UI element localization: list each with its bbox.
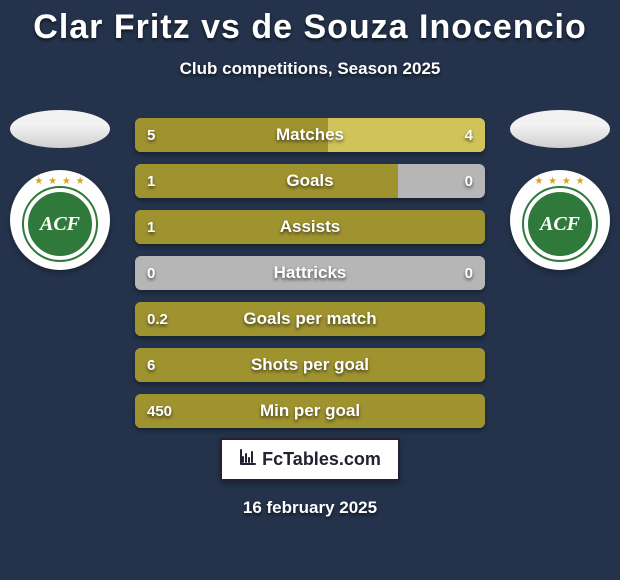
stat-label: Goals per match (135, 302, 485, 336)
page-title: Clar Fritz vs de Souza Inocencio (0, 0, 620, 47)
stat-row: 450Min per goal (135, 394, 485, 428)
page-subtitle: Club competitions, Season 2025 (0, 59, 620, 79)
brand-text: FcTables.com (262, 449, 381, 470)
club-crest-icon: ACF (524, 188, 596, 260)
stat-label: Assists (135, 210, 485, 244)
stat-row: 00Hattricks (135, 256, 485, 290)
stat-row: 0.2Goals per match (135, 302, 485, 336)
stats-rows: 54Matches 10Goals 1Assists 00Hattricks 0.2Go… (135, 118, 485, 440)
stat-label: Min per goal (135, 394, 485, 428)
player-left-club-badge: ★ ★ ★ ★ ACF (10, 170, 110, 270)
player-left-avatar-placeholder (10, 110, 110, 148)
stat-row: 1Assists (135, 210, 485, 244)
player-right-club-badge: ★ ★ ★ ★ ACF (510, 170, 610, 270)
stat-label: Shots per goal (135, 348, 485, 382)
stat-row: 54Matches (135, 118, 485, 152)
club-initials-right: ACF (540, 213, 580, 236)
footer-date: 16 february 2025 (0, 498, 620, 518)
player-right-avatar-placeholder (510, 110, 610, 148)
club-initials-left: ACF (40, 213, 80, 236)
star-icon: ★ ★ ★ ★ (534, 176, 585, 187)
player-left-panel: ★ ★ ★ ★ ACF (0, 110, 120, 270)
club-crest-icon: ACF (24, 188, 96, 260)
brand-badge: FcTables.com (220, 438, 400, 481)
star-icon: ★ ★ ★ ★ (34, 176, 85, 187)
comparison-card: Clar Fritz vs de Souza Inocencio Club co… (0, 0, 620, 580)
stat-label: Matches (135, 118, 485, 152)
stat-label: Hattricks (135, 256, 485, 290)
stat-row: 10Goals (135, 164, 485, 198)
chart-icon (239, 448, 257, 471)
player-right-panel: ★ ★ ★ ★ ACF (500, 110, 620, 270)
stat-label: Goals (135, 164, 485, 198)
stat-row: 6Shots per goal (135, 348, 485, 382)
